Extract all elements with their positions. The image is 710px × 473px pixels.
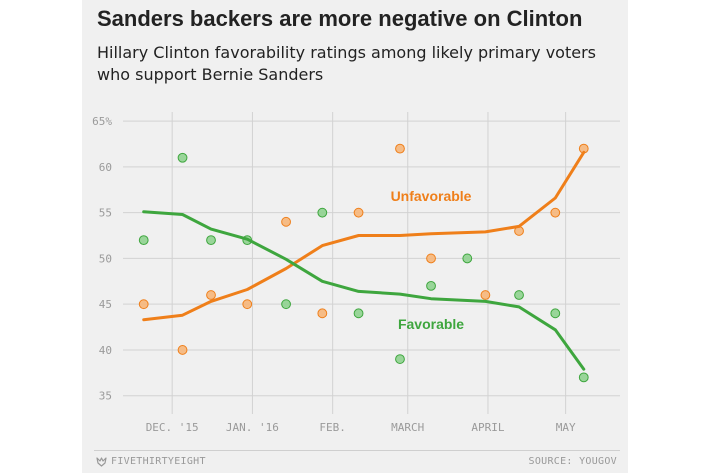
favorable-point: [578, 372, 589, 383]
y-tick-label: 55: [99, 207, 112, 220]
brand-name: FIVETHIRTYEIGHT: [111, 456, 206, 467]
x-axis-tick-labels: DEC. '15 JAN. '16 FEB. MARCH APRIL MAY: [146, 421, 576, 434]
favorable-point: [426, 280, 436, 291]
unfavorable-point: [480, 290, 491, 300]
chart-subtitle: Hillary Clinton favorability ratings amo…: [97, 43, 596, 84]
x-tick-label: MARCH: [391, 421, 424, 434]
unfavorable-point: [395, 143, 405, 154]
y-tick-label: 65%: [92, 115, 112, 128]
unfavorable-point: [353, 207, 364, 218]
y-tick-label: 60: [99, 161, 112, 174]
favorable-point: [206, 235, 216, 246]
x-tick-label: APRIL: [471, 421, 504, 434]
unfavorable-label: Unfavorable: [391, 188, 472, 204]
favorable-trend-line: [142, 210, 586, 371]
x-tick-label: FEB.: [319, 421, 346, 434]
series-annotations: Unfavorable Favorable: [391, 188, 472, 332]
chart-title: Sanders backers are more negative on Cli…: [97, 6, 583, 31]
unfavorable-point: [138, 299, 149, 310]
favorable-point: [281, 299, 291, 310]
y-tick-label: 35: [99, 390, 112, 403]
favorable-point: [353, 308, 364, 319]
brand-logo: FIVETHIRTYEIGHT: [96, 456, 206, 467]
unfavorable-trend-line: [142, 150, 586, 322]
footer-divider: [94, 450, 620, 451]
y-tick-label: 45: [99, 298, 112, 311]
unfavorable-point: [281, 216, 291, 227]
trend-lines: [142, 150, 586, 371]
favorable-point: [462, 253, 473, 264]
x-tick-label: DEC. '15: [146, 421, 199, 434]
unfavorable-point: [206, 290, 216, 300]
favorable-point: [550, 308, 561, 319]
favorable-point: [514, 290, 524, 300]
favorable-point: [395, 354, 405, 364]
source-credit: SOURCE: YOUGOV: [528, 456, 617, 467]
y-tick-label: 40: [99, 344, 112, 357]
unfavorable-point: [317, 308, 328, 319]
y-axis-tick-labels: 35 40 45 50 55 60 65%: [92, 115, 112, 403]
x-tick-label: JAN. '16: [226, 421, 279, 434]
grid-lines: [123, 112, 620, 414]
unfavorable-point: [426, 253, 436, 264]
unfavorable-point: [242, 299, 253, 310]
data-points: [138, 143, 589, 383]
favorable-point: [138, 235, 149, 246]
unfavorable-point: [550, 207, 561, 218]
favorable-point: [177, 152, 188, 163]
y-tick-label: 50: [99, 252, 112, 265]
favorable-point: [317, 207, 328, 218]
favorable-label: Favorable: [398, 316, 464, 332]
unfavorable-point: [177, 345, 188, 355]
fox-icon: [96, 456, 107, 467]
x-tick-label: MAY: [556, 421, 576, 434]
